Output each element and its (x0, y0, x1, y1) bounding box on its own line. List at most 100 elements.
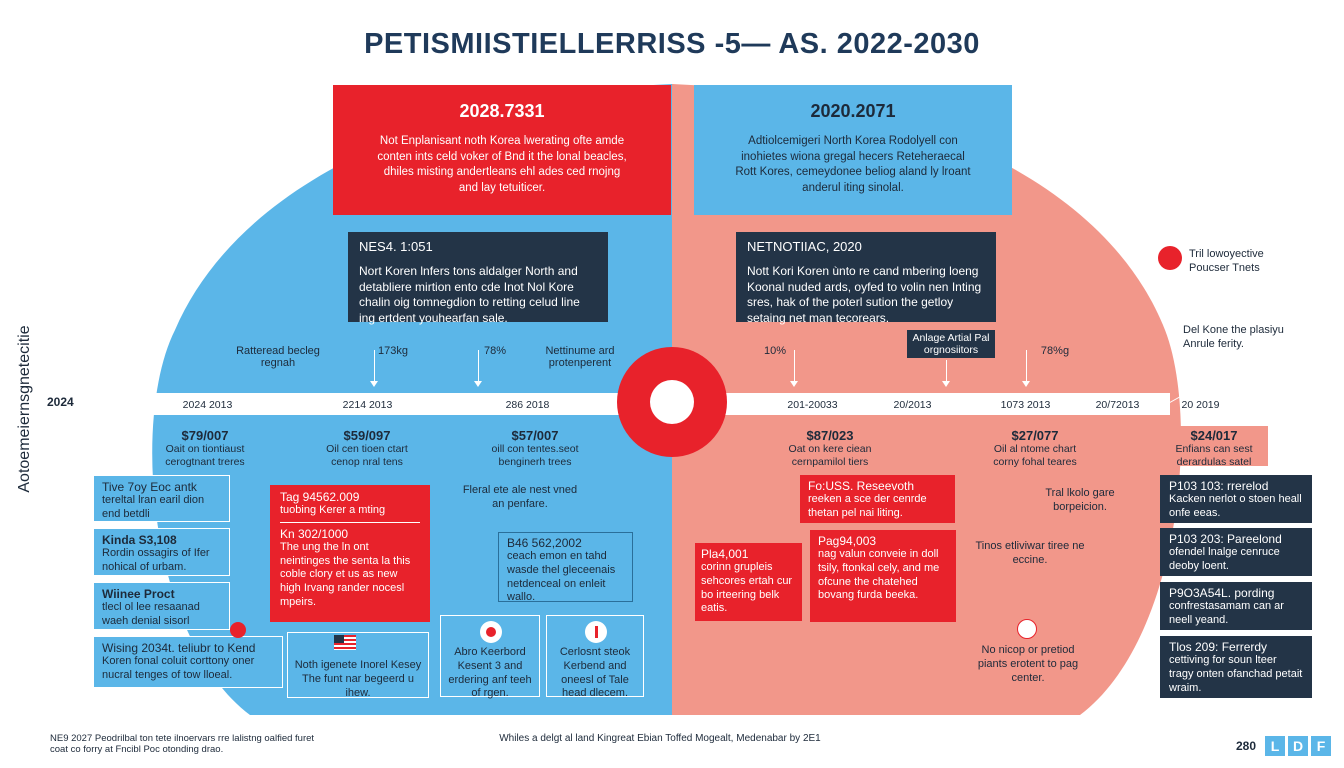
timeline-arrow-5 (1026, 350, 1027, 382)
right-red-2-title: Pla4,001 (701, 547, 749, 561)
timeline-date-7: 20/72013 (1095, 399, 1140, 411)
stat-5-value: $27/077 (1011, 428, 1059, 443)
footer-center: Whiles a delgt al land Kingreat Ebian To… (499, 733, 821, 744)
canada-flag-icon (585, 621, 607, 643)
right-stack-1-title: P103 103: rrerelod (1169, 479, 1269, 493)
right-red-1-title: Fo:USS. Reseevoth (808, 479, 915, 493)
right-stack-2-title: P103 203: Pareelond (1169, 532, 1282, 546)
bottom-card-3: Cerlosnt steok Kerbend and oneesl of Tal… (546, 615, 644, 699)
footer-logo-letter-3: F (1311, 736, 1331, 756)
timeline-label-3: 78% (483, 345, 507, 357)
timeline-date-1: 2024 2013 (182, 399, 233, 411)
stat-5: $27/077 Oil al ntome chart corny fohal t… (980, 428, 1090, 468)
stat-2-value: $59/097 (343, 428, 391, 443)
timeline-arrowhead-3 (790, 381, 798, 387)
mid-left-box-title: NES4. 1:051 (359, 239, 433, 254)
right-stack-4-body: cettiving for soun lteer tragy onten ofa… (1169, 654, 1303, 694)
stat-4-value: $87/023 (806, 428, 854, 443)
left-stack-1-body: tereltal lran earil dion end betdli (102, 494, 205, 520)
top-left-box: 2028.7331 Not Enplanisant noth Korea lwe… (333, 85, 671, 215)
left-axis-year: 2024 (47, 395, 74, 409)
left-stack-3: Wiinee Proct tlecl ol lee resaanad waeh … (93, 582, 230, 630)
right-stack-4-title: Tlos 209: Ferrerdy (1169, 640, 1268, 654)
center-text-1: Fleral ete ale nest vned an penfare. (462, 484, 578, 510)
right-text-2: Tinos etliviwar tiree ne eccine. (975, 540, 1085, 566)
stat-6: $24/017 Enfians can sest derardulas sate… (1160, 426, 1268, 468)
timeline-label-1: Ratteread becleg regnah (236, 345, 320, 369)
mid-right-box-body: Nott Kori Koren ùnto re cand mbering loe… (747, 264, 982, 325)
top-left-box-title: 2028.7331 (459, 101, 545, 121)
left-stack-2-body: Rordin ossagirs of Ifer nohical of urbam… (102, 547, 210, 573)
top-right-box: 2020.2071 Adtiolcemigeri North Korea Rod… (694, 85, 1012, 215)
bottom-card-1-text: Noth igenete Inorel Kesey The funt nar b… (294, 659, 422, 699)
footer-logo-letter-2: D (1288, 736, 1308, 756)
timeline-arrow-1 (374, 350, 375, 382)
top-right-box-body: Adtiolcemigeri North Korea Rodolyell con… (735, 135, 971, 194)
right-text-1: Tral lkolo gare borpeicion. (1045, 487, 1115, 513)
stat-1: $79/007 Oait on tiontiaust cerogtnant tr… (150, 428, 260, 468)
center-navy-text: B46 562,2002 ceach emon en tahd wasde th… (498, 532, 633, 603)
stat-5-desc: Oil al ntome chart corny fohal teares (993, 443, 1077, 468)
stat-4: $87/023 Oat on kere ciean cernpamilol ti… (775, 428, 885, 468)
left-stack-1: Tive 7oy Eoc antk tereltal lran earil di… (93, 475, 230, 522)
timeline-label-6: Anlage Artial Pal orgnosiitors (907, 330, 995, 358)
timeline-label-2: 173kg (378, 345, 408, 357)
top-left-box-body: Not Enplanisant noth Korea lwerating oft… (377, 135, 627, 194)
left-stack-1-title: Tive 7oy Eoc antk (102, 480, 197, 494)
right-red-2: Pla4,001 corinn grupleis sehcores ertah … (695, 543, 802, 621)
bottom-card-3-text: Cerlosnt steok Kerbend and oneesl of Tal… (559, 646, 631, 700)
stat-3-desc: oill con tentes.seot benginerh trees (491, 443, 579, 468)
timeline-label-4: Nettinume ard protenperent (545, 345, 615, 369)
left-stack-2: Kinda S3,108 Rordin ossagirs of Ifer noh… (93, 528, 230, 576)
timeline-arrowhead-4 (942, 381, 950, 387)
right-stack-3-title: P9O3A54L. pording (1169, 586, 1275, 600)
right-stack-4: Tlos 209: Ferrerdy cettiving for soun lt… (1160, 636, 1312, 698)
stat-6-value: $24/017 (1190, 428, 1238, 443)
right-stack-1-body: Kacken nerlot o stoen heall onfe eeas. (1169, 493, 1302, 519)
left-stack-2-title: Kinda S3,108 (102, 533, 177, 547)
footer-logo-letter-1: L (1265, 736, 1285, 756)
right-red-3-body: nag valun conveie in doll tsily, ftonkal… (818, 548, 940, 602)
right-text-3: No nicop or pretiod piants erotent to pa… (977, 644, 1079, 684)
bottom-card-2-text: Abro Keerbord Kesent 3 and erdering anf … (448, 646, 532, 700)
center-red-box-body: The ung the ln ont neintinges the senta … (280, 540, 411, 608)
left-stack-4-title: Wising 2034t. teliubr to Kend (102, 641, 256, 655)
center-navy-text-title: B46 562,2002 (507, 536, 582, 550)
timeline-arrowhead-2 (474, 381, 482, 387)
timeline-arrow-4 (946, 360, 947, 382)
left-pin-dot (230, 622, 246, 638)
center-red-box: Tag 94562.009 tuobing Kerer a mting Kn 3… (270, 485, 430, 622)
right-stack-3: P9O3A54L. pording confrestasamam can ar … (1160, 582, 1312, 630)
stat-6-desc: Enfians can sest derardulas satel (1175, 443, 1253, 468)
timeline-arrow-2 (478, 350, 479, 382)
stat-2: $59/097 Oil cen tioen ctart cenop nral t… (312, 428, 422, 468)
timeline-date-2: 2214 2013 (342, 399, 393, 411)
timeline-date-5: 20/2013 (893, 399, 932, 411)
timeline-arrow-3 (794, 350, 795, 382)
timeline-arrowhead-1 (370, 381, 378, 387)
stat-2-desc: Oil cen tioen ctart cenop nral tens (326, 443, 408, 468)
legend-red-dot (1158, 246, 1182, 270)
center-red-box-head2: Kn 302/1000 (280, 526, 349, 541)
left-stack-4-body: Koren fonal coluit corttony oner nucral … (102, 655, 255, 681)
right-red-3: Pag94,003 nag valun conveie in doll tsil… (810, 530, 956, 622)
timeline-date-4: 201-20033 (787, 399, 838, 411)
left-stack-3-body: tlecl ol lee resaanad waeh denial sisorl (102, 601, 200, 627)
right-red-3-title: Pag94,003 (818, 534, 877, 548)
stat-1-value: $79/007 (181, 428, 229, 443)
stat-3: $57/007 oill con tentes.seot benginerh t… (480, 428, 590, 468)
mid-right-box-title: NETNOTIIAC, 2020 (747, 239, 862, 254)
left-stack-3-title: Wiinee Proct (102, 587, 175, 601)
footer-number: 280 (1236, 739, 1257, 753)
right-icon (1017, 619, 1037, 639)
stat-4-desc: Oat on kere ciean cernpamilol tiers (788, 443, 872, 468)
japan-flag-icon (480, 621, 502, 643)
center-red-box-title: Tag 94562.009 (280, 490, 360, 504)
timeline-date-3: 286 2018 (505, 399, 550, 411)
right-red-1: Fo:USS. Reseevoth reeken a sce der cenrd… (800, 475, 955, 523)
top-right-box-title: 2020.2071 (810, 101, 896, 121)
right-stack-2-body: ofendel lnalge cenruce deoby loent. (1169, 546, 1280, 572)
us-flag-icon (334, 635, 356, 650)
